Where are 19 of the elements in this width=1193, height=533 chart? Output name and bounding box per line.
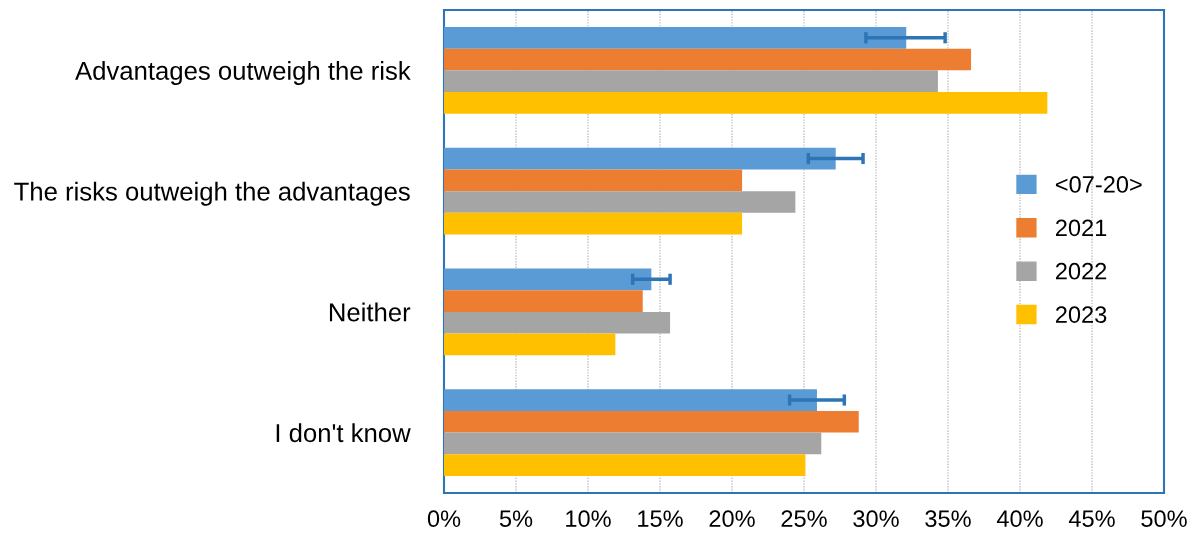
legend-label: 2022 <box>1055 262 1107 280</box>
x-tick-label: 35% <box>925 510 971 528</box>
x-tick-label: 20% <box>709 510 755 528</box>
y-tick-label: Advantages outweigh the risk <box>75 61 411 86</box>
legend-label: 2023 <box>1055 306 1107 323</box>
x-tick-label: 15% <box>638 510 683 528</box>
y-tick-label: I don't know <box>276 423 411 443</box>
legend-label: <07-20> <box>1055 176 1142 193</box>
y-tick-label: The risks outweigh the advantages <box>14 181 410 206</box>
x-tick-label: 40% <box>996 510 1043 528</box>
x-tick-label: 25% <box>781 510 827 528</box>
x-tick-label: 10% <box>566 510 611 528</box>
x-tick-label: 45% <box>1068 510 1115 528</box>
x-tick-label: 30% <box>853 510 899 528</box>
y-tick-label: Neither <box>329 302 411 322</box>
x-tick-label: 5% <box>499 510 533 528</box>
legend-label: 2021 <box>1055 219 1107 237</box>
x-tick-label: 50% <box>1141 510 1187 528</box>
x-tick-label: 0% <box>427 510 461 528</box>
